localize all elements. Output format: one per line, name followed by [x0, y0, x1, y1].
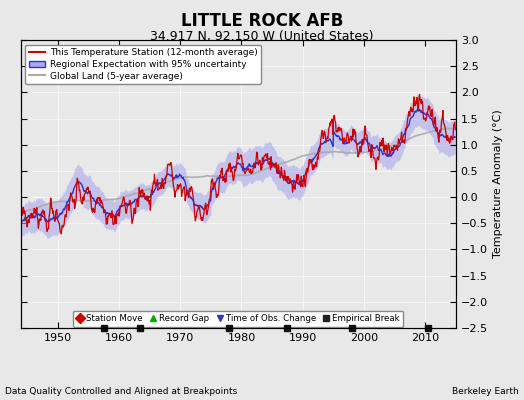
Legend: Station Move, Record Gap, Time of Obs. Change, Empirical Break: Station Move, Record Gap, Time of Obs. C… [73, 311, 403, 326]
Text: 34.917 N, 92.150 W (United States): 34.917 N, 92.150 W (United States) [150, 30, 374, 43]
Text: Data Quality Controlled and Aligned at Breakpoints: Data Quality Controlled and Aligned at B… [5, 387, 237, 396]
Text: Berkeley Earth: Berkeley Earth [452, 387, 519, 396]
Y-axis label: Temperature Anomaly (°C): Temperature Anomaly (°C) [494, 110, 504, 258]
Text: LITTLE ROCK AFB: LITTLE ROCK AFB [181, 12, 343, 30]
